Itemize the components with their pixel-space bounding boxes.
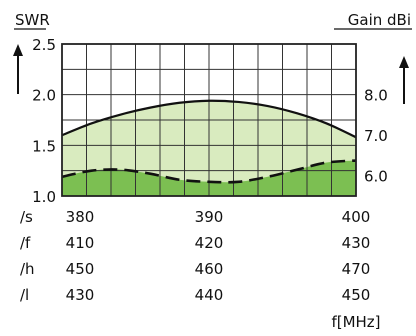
x-unit-label: f[MHz] <box>331 313 380 331</box>
right-tick-label: 8.0 <box>364 87 388 105</box>
axes <box>13 43 409 197</box>
plot-frame <box>61 43 357 197</box>
frequency-value: 390 <box>195 208 224 226</box>
right-tick-label: 7.0 <box>364 127 388 145</box>
series-lines <box>61 99 357 184</box>
right-tick-label: 6.0 <box>364 168 388 186</box>
frequency-value: 430 <box>342 234 371 252</box>
left-tick-label: 1.0 <box>32 188 56 206</box>
right-axis-arrow-head <box>399 56 409 68</box>
left-axis-arrow-head <box>13 44 23 56</box>
row-label: /h <box>20 260 35 278</box>
left-tick-label: 2.0 <box>32 87 56 105</box>
frequency-table: /s 380 390 400/f 410 420 430/h 450 460 470/l 430 44… <box>20 208 381 331</box>
frequency-value: 400 <box>342 208 371 226</box>
row-label: /f <box>20 234 31 252</box>
row-label: /s <box>20 208 33 226</box>
left-axis-title: SWR <box>15 11 50 29</box>
gain-line <box>61 99 357 139</box>
frequency-value: 450 <box>342 286 371 304</box>
frequency-value: 420 <box>195 234 224 252</box>
left-tick-label: 1.5 <box>32 137 56 155</box>
axis-labels: SWR Gain dBi 2.5 2.0 1.5 1.0 8.0 7.0 6.0 <box>14 11 412 206</box>
frequency-value: 430 <box>66 286 95 304</box>
frequency-value: 470 <box>342 260 371 278</box>
frequency-value: 450 <box>66 260 95 278</box>
right-axis-title: Gain dBi <box>348 11 411 29</box>
left-tick-label: 2.5 <box>32 36 56 54</box>
row-label: /l <box>20 286 29 304</box>
frequency-value: 410 <box>66 234 95 252</box>
frequency-value: 440 <box>195 286 224 304</box>
swr-line <box>61 159 357 184</box>
frequency-value: 380 <box>66 208 95 226</box>
frequency-value: 460 <box>195 260 224 278</box>
